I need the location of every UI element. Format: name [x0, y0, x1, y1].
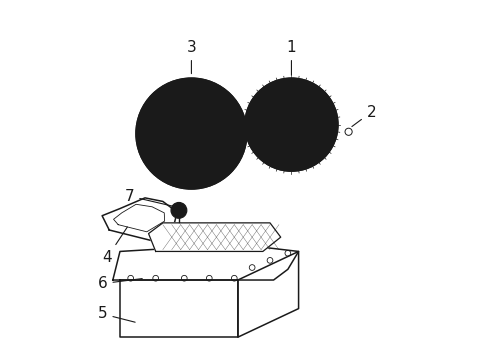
Text: 4: 4	[103, 227, 127, 265]
Polygon shape	[120, 280, 238, 337]
Text: 5: 5	[98, 306, 135, 322]
Text: 3: 3	[187, 40, 196, 74]
Polygon shape	[148, 223, 281, 251]
Polygon shape	[238, 251, 298, 337]
Circle shape	[284, 117, 299, 132]
Text: 6: 6	[98, 276, 142, 291]
Polygon shape	[113, 244, 298, 280]
Polygon shape	[102, 198, 177, 241]
Text: 1: 1	[287, 40, 296, 75]
Text: 7: 7	[124, 189, 172, 206]
Circle shape	[189, 131, 194, 136]
Text: 2: 2	[352, 105, 376, 127]
Circle shape	[136, 78, 247, 189]
Circle shape	[171, 203, 187, 218]
Circle shape	[245, 78, 338, 171]
